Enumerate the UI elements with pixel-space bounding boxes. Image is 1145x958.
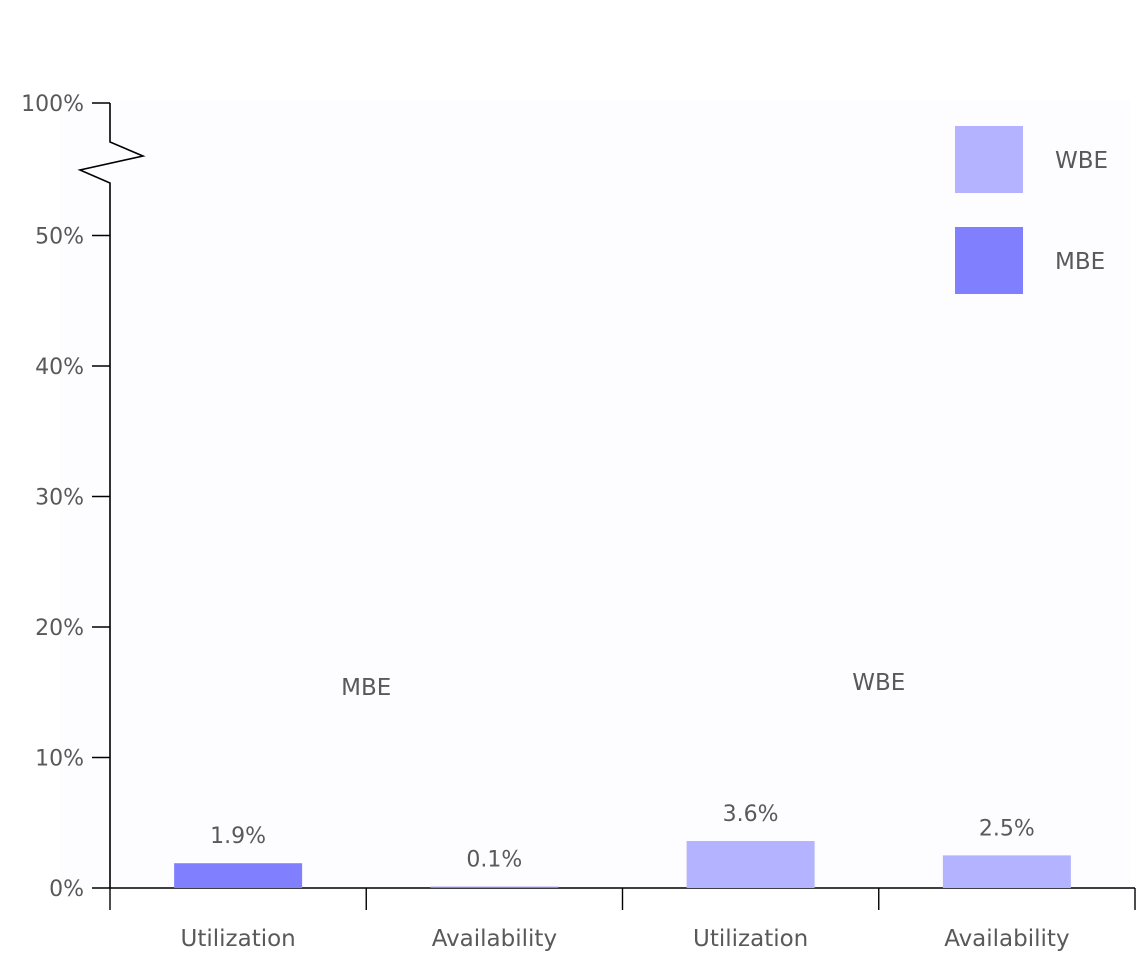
bar-mbe-utilization (174, 863, 303, 888)
bar-wbe-availability (942, 855, 1071, 888)
y-tick-label: 100% (21, 92, 84, 117)
legend-label: MBE (1055, 249, 1105, 275)
group-labels: MBE WBE (341, 670, 905, 701)
x-category-label: Availability (432, 926, 557, 952)
bars: 1.9% 0.1% 3.6% 2.5% (174, 802, 1071, 888)
bar-wbe-utilization (686, 841, 815, 888)
bar-mbe-availability (430, 886, 559, 888)
y-tick-label: 20% (35, 616, 84, 641)
group-label: MBE (341, 675, 391, 701)
legend: WBE MBE (955, 126, 1108, 294)
group-label: WBE (852, 670, 905, 696)
data-label: 0.1% (466, 848, 522, 873)
y-tick-label: 30% (35, 486, 84, 511)
y-axis: 0% 10% 20% 30% 40% 50% 100% (21, 92, 146, 902)
x-category-label: Utilization (693, 926, 808, 952)
y-tick-label: 50% (35, 225, 84, 250)
y-tick-label: 0% (49, 877, 84, 902)
data-label: 1.9% (210, 824, 266, 849)
x-axis: Utilization Availability Utilization Availa… (109, 887, 1136, 952)
data-label: 3.6% (723, 802, 779, 827)
legend-label: WBE (1055, 148, 1108, 174)
y-tick-label: 10% (35, 747, 84, 772)
x-category-label: Utilization (181, 926, 296, 952)
legend-swatch-mbe (955, 227, 1023, 294)
y-tick-label: 40% (35, 355, 84, 380)
x-category-label: Availability (944, 926, 1069, 952)
plot-background (60, 100, 1130, 890)
data-label: 2.5% (979, 816, 1035, 841)
y-axis-line (77, 103, 146, 888)
legend-swatch-wbe (955, 126, 1023, 193)
